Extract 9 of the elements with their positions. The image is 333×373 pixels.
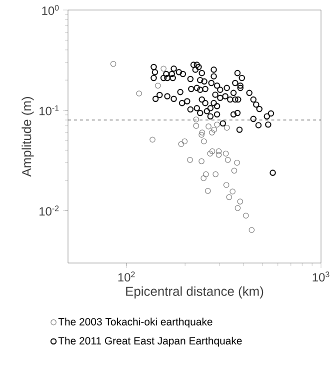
- y-tick-label: 10$^{-2}$: [40, 206, 59, 216]
- x-tick-label: 10$^{2}$: [118, 272, 135, 282]
- y-tick-label: 10$^{0}$: [42, 4, 59, 16]
- x-axis-title: Epicentral distance (km): [126, 286, 264, 298]
- legend-label: The 2003 Tokachi-oki earthquake: [58, 318, 212, 328]
- y-axis-title: Amplitude (m): [22, 97, 34, 177]
- y-tick-label: 10$^{-1}$: [40, 105, 59, 116]
- x-tick-label: 10$^{3}$: [312, 272, 330, 282]
- legend-label: The 2011 Great East Japan Earthquake: [58, 336, 242, 347]
